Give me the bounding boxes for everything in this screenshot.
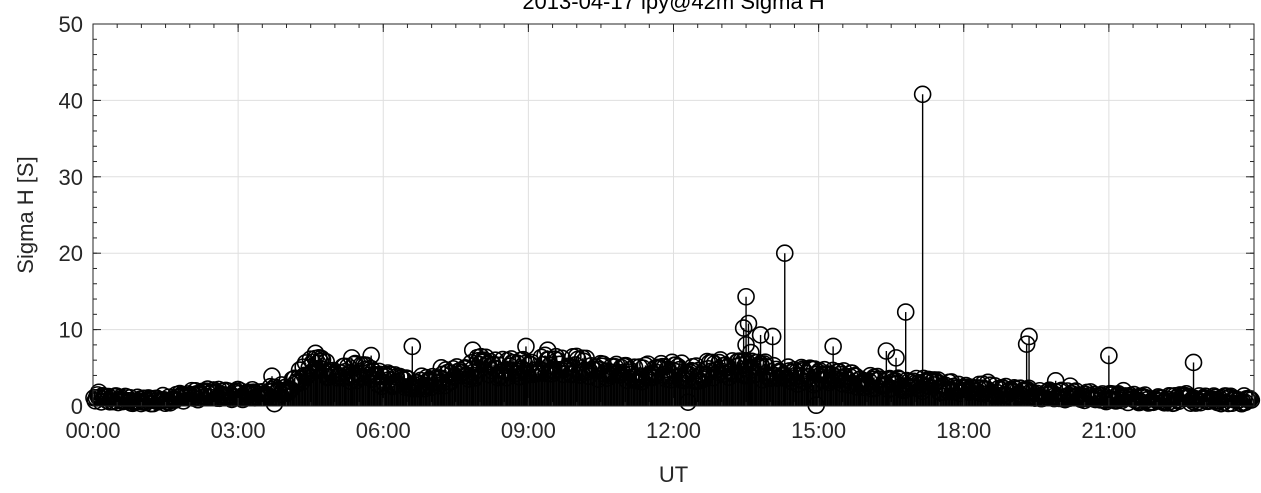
data-point-marker	[737, 287, 755, 306]
data-point-marker	[813, 370, 831, 389]
data-point-marker	[1177, 384, 1196, 403]
data-point-marker	[429, 376, 448, 395]
data-point-marker	[1020, 327, 1038, 346]
x-tick-labels: 00:00 03:00 06:00 09:00 12:00 15:00 18:00 21:00	[65, 418, 1136, 443]
data-point-marker	[1017, 335, 1036, 353]
x-tick-label: 06:00	[356, 418, 411, 443]
y-tick-label: 30	[59, 165, 83, 190]
data-point-marker	[734, 319, 753, 337]
data-point-marker	[824, 337, 842, 356]
x-tick-label: 21:00	[1081, 418, 1136, 443]
y-tick-label: 20	[59, 241, 83, 266]
x-tick-label: 00:00	[65, 418, 120, 443]
data-point-marker	[362, 346, 380, 365]
data-point-marker	[1156, 392, 1175, 410]
data-point-marker	[739, 314, 758, 333]
x-tick-label: 12:00	[646, 418, 701, 443]
data-point-marker	[775, 244, 794, 262]
data-point-marker	[742, 343, 760, 362]
data-point-marker	[391, 367, 409, 386]
data-point-marker	[877, 342, 896, 360]
x-axis-title: UT	[659, 462, 688, 487]
data-point-marker	[625, 358, 644, 377]
data-point-marker	[1100, 346, 1118, 365]
x-tick-label: 03:00	[211, 418, 266, 443]
data-point-marker	[302, 363, 321, 382]
data-point-marker	[887, 349, 905, 367]
data-point-marker	[1114, 381, 1133, 400]
data-point-marker	[343, 349, 361, 367]
data-point-marker	[913, 85, 932, 104]
y-tick-label: 0	[71, 394, 83, 419]
data-point-marker	[432, 358, 451, 377]
data-markers	[85, 85, 1261, 415]
data-point-marker	[751, 326, 770, 344]
data-point-marker	[90, 383, 108, 402]
y-tick-label: 40	[59, 88, 83, 113]
y-axis-title: Sigma H [S]	[13, 156, 38, 273]
data-point-marker	[896, 303, 915, 321]
data-point-marker	[306, 344, 325, 363]
data-point-marker	[403, 337, 422, 356]
y-tick-label: 50	[59, 12, 83, 37]
data-point-marker	[1242, 391, 1261, 409]
y-tick-labels: 0 10 20 30 40 50	[59, 12, 83, 419]
data-point-marker	[517, 337, 535, 356]
x-tick-label: 15:00	[791, 418, 846, 443]
data-point-marker	[463, 341, 482, 360]
data-point-marker	[618, 371, 637, 390]
chart-title: 2013-04-17 ipy@42m Sigma H	[522, 0, 824, 14]
y-tick-label: 10	[59, 318, 83, 343]
axis-ticks	[92, 23, 1255, 407]
data-point-marker	[395, 378, 414, 396]
data-point-marker	[763, 327, 782, 346]
data-point-marker	[265, 394, 284, 413]
data-point-marker	[807, 396, 826, 415]
x-tick-label: 18:00	[936, 418, 991, 443]
data-point-marker	[979, 373, 997, 392]
data-point-marker	[1061, 377, 1079, 395]
data-point-marker	[1184, 353, 1203, 372]
data-point-marker	[263, 367, 281, 386]
data-point-marker	[679, 393, 697, 411]
x-tick-label: 09:00	[501, 418, 556, 443]
data-point-marker	[538, 341, 557, 360]
